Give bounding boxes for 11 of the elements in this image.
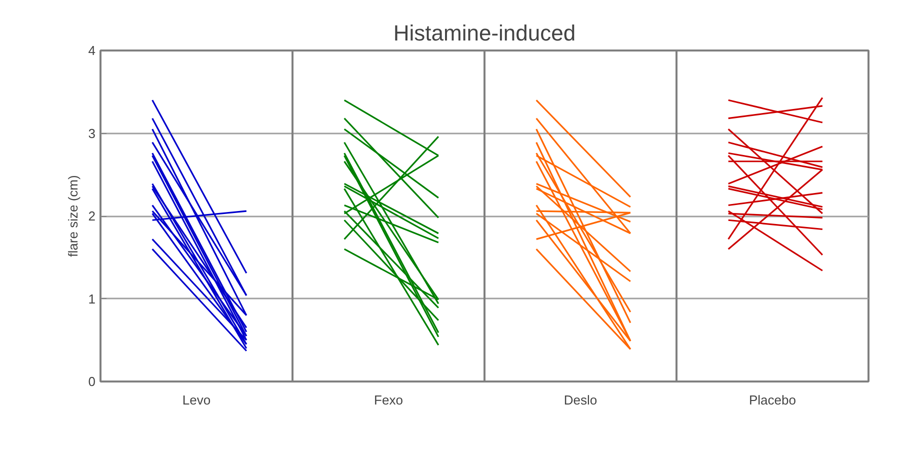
y-tick-label: 0: [88, 374, 96, 389]
y-tick-label: 3: [88, 126, 96, 141]
y-tick-label: 1: [88, 291, 96, 306]
text: Fexo: [374, 392, 403, 408]
y-tick-label: 2: [88, 208, 96, 224]
text: Levo: [182, 392, 211, 408]
y-tick-label: 4: [88, 43, 96, 58]
chart-title: Histamine-induced: [393, 20, 576, 46]
y-axis-title: flare size (cm): [65, 175, 80, 257]
text: Placebo: [749, 392, 796, 408]
text: Deslo: [564, 392, 598, 408]
